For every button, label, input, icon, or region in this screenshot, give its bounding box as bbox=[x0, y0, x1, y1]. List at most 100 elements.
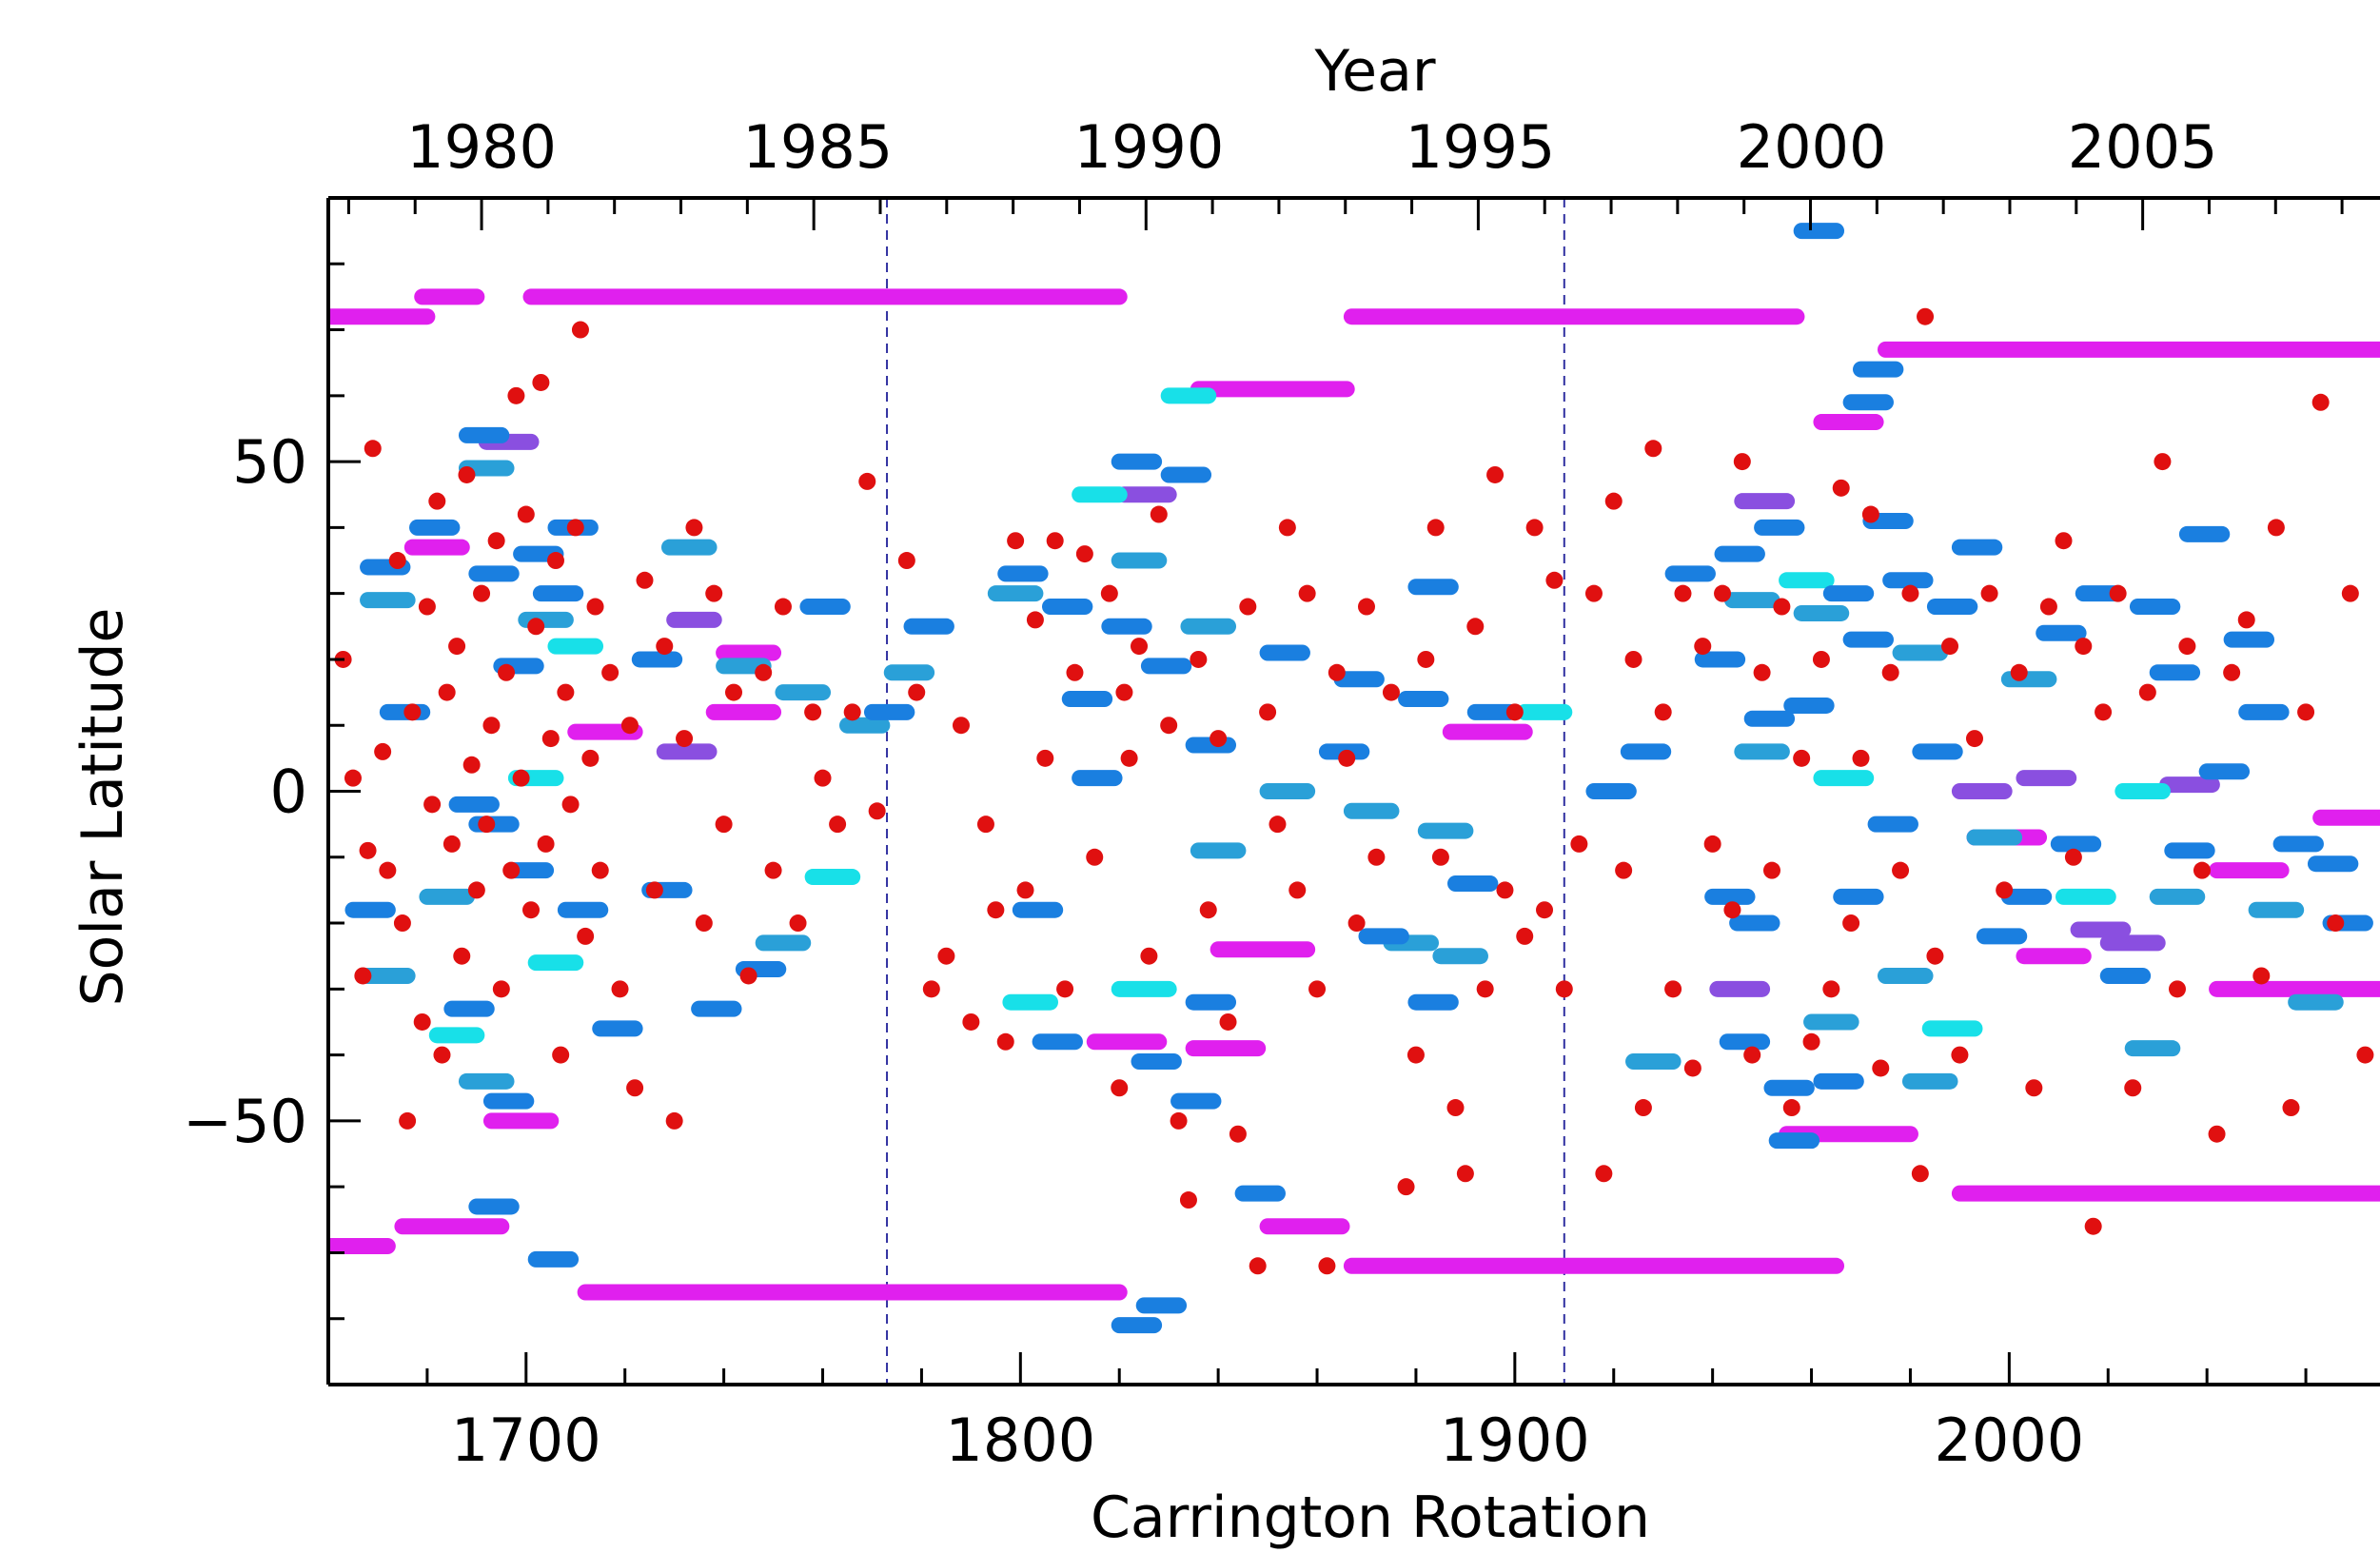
red-data-point bbox=[1456, 1165, 1474, 1183]
red-data-point bbox=[2064, 848, 2082, 866]
red-data-point bbox=[665, 1111, 683, 1130]
red-data-point bbox=[344, 769, 362, 787]
red-data-point bbox=[1160, 717, 1178, 735]
red-data-point bbox=[423, 796, 442, 814]
red-data-point bbox=[1476, 980, 1494, 998]
red-data-point bbox=[1046, 532, 1064, 550]
red-data-point bbox=[952, 717, 970, 735]
red-data-point bbox=[561, 796, 580, 814]
red-data-point bbox=[937, 947, 955, 965]
red-data-point bbox=[453, 947, 471, 965]
red-data-point bbox=[764, 861, 782, 879]
red-data-point bbox=[1426, 519, 1445, 537]
red-data-point bbox=[2039, 598, 2057, 616]
red-data-point bbox=[577, 927, 595, 945]
red-data-point bbox=[1397, 1178, 1415, 1196]
y-axis-title: Solar Latitude bbox=[69, 608, 136, 1007]
red-data-point bbox=[1446, 1099, 1465, 1117]
red-data-point bbox=[1259, 703, 1277, 721]
y-tick-label: 0 bbox=[270, 757, 307, 827]
red-data-point bbox=[467, 881, 485, 899]
red-data-point bbox=[2282, 1099, 2300, 1117]
red-data-point bbox=[755, 663, 773, 681]
red-data-point bbox=[858, 472, 876, 490]
year-tick-label: 1980 bbox=[406, 112, 557, 182]
red-data-point bbox=[1249, 1257, 1267, 1275]
red-data-point bbox=[1190, 650, 1208, 668]
red-data-point bbox=[908, 683, 926, 701]
red-data-point bbox=[620, 717, 639, 735]
red-data-point bbox=[1644, 440, 1662, 458]
red-data-point bbox=[1536, 901, 1554, 919]
red-data-point bbox=[1872, 1059, 1890, 1077]
red-data-point bbox=[482, 717, 501, 735]
x-tick-label: 1800 bbox=[945, 1406, 1095, 1475]
red-data-point bbox=[478, 816, 496, 834]
red-data-point bbox=[1328, 663, 1346, 681]
red-data-point bbox=[1926, 947, 1944, 965]
red-data-point bbox=[676, 730, 694, 748]
red-data-point bbox=[1210, 730, 1228, 748]
red-data-point bbox=[2168, 980, 2186, 998]
red-data-point bbox=[1570, 835, 1588, 853]
red-data-point bbox=[2356, 1046, 2374, 1064]
red-data-point bbox=[438, 683, 456, 701]
red-data-point bbox=[1664, 980, 1682, 998]
red-data-point bbox=[1634, 1099, 1652, 1117]
red-data-point bbox=[725, 683, 743, 701]
red-data-point bbox=[611, 980, 629, 998]
red-data-point bbox=[388, 552, 406, 570]
red-data-point bbox=[1318, 1257, 1336, 1275]
red-data-point bbox=[962, 1012, 980, 1031]
red-data-point bbox=[1199, 901, 1217, 919]
red-data-point bbox=[1683, 1059, 1701, 1077]
red-data-point bbox=[1773, 598, 1791, 616]
red-data-point bbox=[428, 492, 446, 510]
reference-lines bbox=[886, 198, 1565, 1385]
red-data-point bbox=[1278, 519, 1296, 537]
tick-labels: 1700 1800 1900 2000 −50 0 50 1980 1985 1990 1995 20… bbox=[183, 112, 2217, 1475]
red-data-point bbox=[1100, 584, 1118, 602]
red-data-point bbox=[527, 618, 545, 636]
red-data-point bbox=[1714, 584, 1732, 602]
red-data-point bbox=[1075, 545, 1093, 563]
y-tick-label: 50 bbox=[232, 427, 307, 497]
red-data-point bbox=[1505, 703, 1524, 721]
red-data-point bbox=[403, 703, 422, 721]
x-tick-label: 2000 bbox=[1934, 1406, 2084, 1475]
red-data-point bbox=[1674, 584, 1692, 602]
red-data-point bbox=[541, 730, 560, 748]
red-data-point bbox=[418, 598, 436, 616]
red-data-point bbox=[1298, 584, 1316, 602]
red-data-point bbox=[2297, 703, 2315, 721]
red-data-point bbox=[1007, 532, 1025, 550]
red-data-point bbox=[1131, 638, 1149, 656]
red-data-point bbox=[1347, 914, 1366, 933]
red-data-point bbox=[1066, 663, 1084, 681]
red-data-point bbox=[996, 1032, 1014, 1051]
red-data-point bbox=[601, 663, 620, 681]
red-data-point bbox=[1762, 861, 1780, 879]
red-data-point bbox=[626, 1079, 644, 1097]
red-data-point bbox=[1496, 881, 1514, 899]
red-data-point bbox=[443, 835, 461, 853]
red-data-point bbox=[581, 749, 600, 767]
red-data-point bbox=[1170, 1111, 1188, 1130]
red-data-point bbox=[1624, 650, 1642, 668]
red-data-point bbox=[2075, 638, 2093, 656]
red-data-point bbox=[413, 1012, 431, 1031]
red-data-point bbox=[715, 816, 733, 834]
red-data-point bbox=[1733, 453, 1751, 471]
red-data-point bbox=[1179, 1191, 1197, 1209]
red-data-point bbox=[1466, 618, 1485, 636]
red-data-point bbox=[1703, 835, 1721, 853]
red-data-point bbox=[1793, 749, 1811, 767]
red-data-point bbox=[2095, 703, 2113, 721]
red-data-point bbox=[2341, 584, 2359, 602]
red-data-point bbox=[1086, 848, 1104, 866]
red-data-point bbox=[2124, 1079, 2142, 1097]
red-data-point bbox=[2223, 663, 2241, 681]
red-data-point bbox=[1852, 749, 1870, 767]
red-data-point bbox=[922, 980, 940, 998]
red-data-point bbox=[1406, 1046, 1425, 1064]
